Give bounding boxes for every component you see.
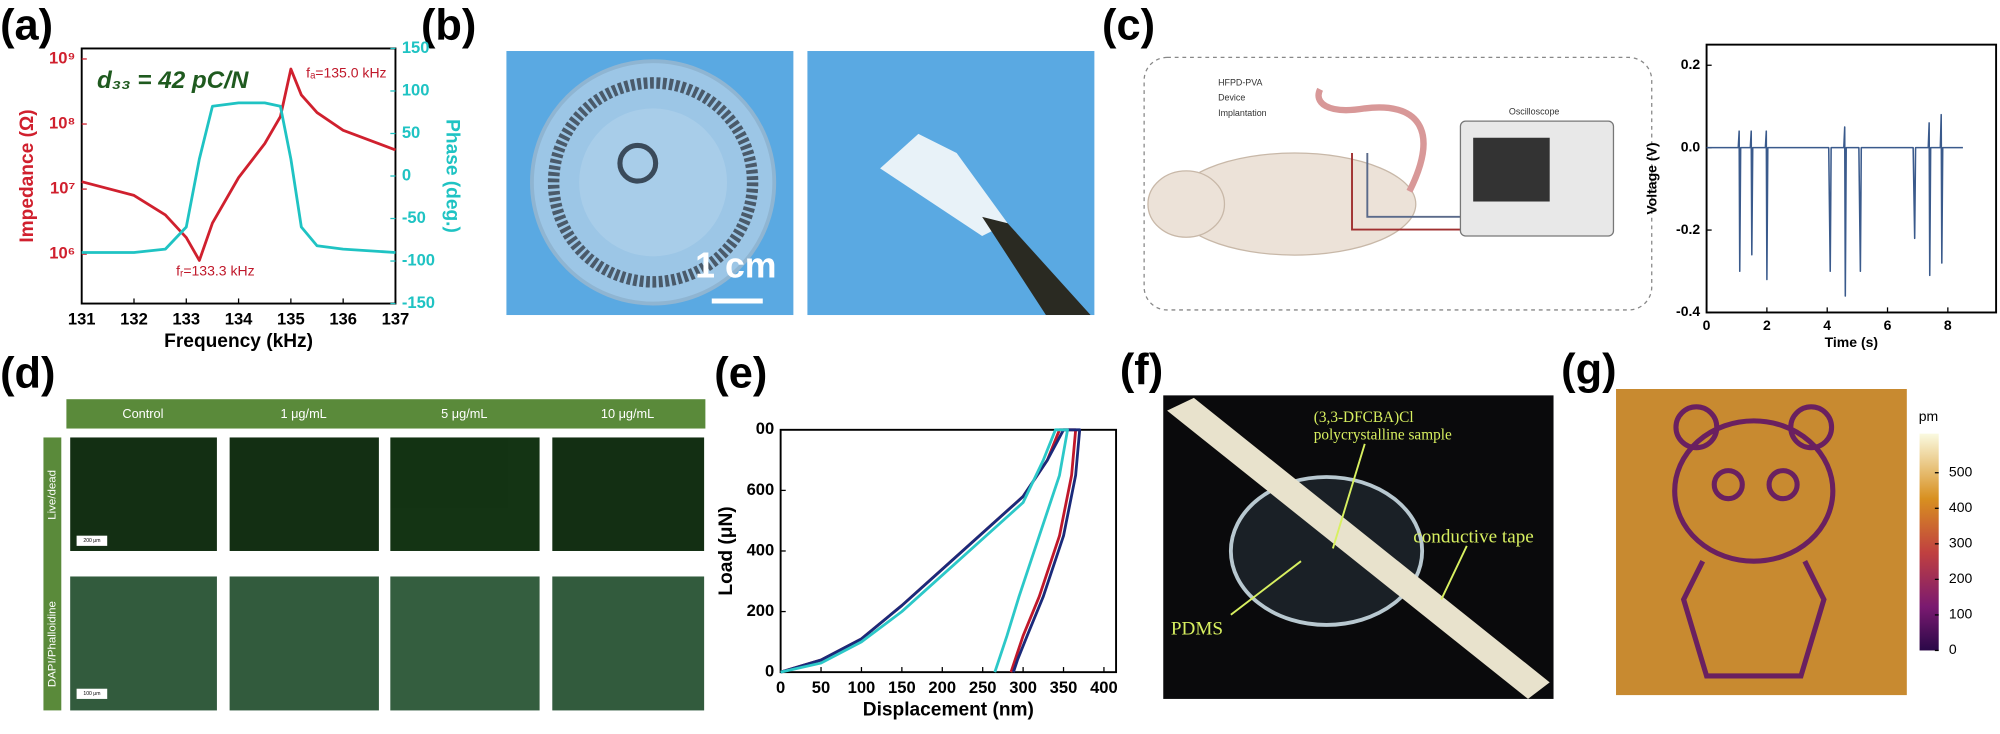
diagram-label: Device <box>1218 93 1245 103</box>
diagram: HFPD-PVA Device Implantation Oscilloscop… <box>1143 56 1653 311</box>
x-tick-label: 6 <box>1884 317 1892 333</box>
photo-label: PDMS <box>1171 618 1223 639</box>
colorbar-tick-label: 300 <box>1949 535 1973 551</box>
y-tick-label: -0.4 <box>1676 303 1700 319</box>
series-line <box>81 101 396 254</box>
y-axis-label: Impedance (Ω) <box>17 109 38 242</box>
plot-frame <box>779 428 1118 674</box>
y2-tick-label: 50 <box>402 123 420 142</box>
panel-label: (c) <box>1102 2 1155 50</box>
y-tick-label: 10⁸ <box>49 113 75 132</box>
x-tick-label: 300 <box>1009 678 1037 697</box>
colorbar-tick-label: 400 <box>1949 499 1973 515</box>
x-axis-label: Displacement (nm) <box>863 699 1034 720</box>
y-tick-label: 10⁷ <box>50 178 75 197</box>
annotation: fₐ=135.0 kHz <box>306 65 386 81</box>
photo-label: conductive tape <box>1413 527 1534 548</box>
x-tick-label: 131 <box>68 310 96 329</box>
x-tick-label: 4 <box>1823 317 1831 333</box>
afm-image: pm <box>1616 389 1939 696</box>
y-tick-label: -0.2 <box>1676 221 1700 237</box>
x-tick-label: 0 <box>776 678 785 697</box>
y2-tick-label: -100 <box>402 250 435 269</box>
panel-label: (e) <box>714 350 767 398</box>
row-label: Live/dead <box>46 470 58 520</box>
colorbar-tick-label: 200 <box>1949 570 1973 586</box>
y-tick-label: 0.0 <box>1681 138 1701 154</box>
x-tick-label: 135 <box>277 310 305 329</box>
scale-bar-label: 100 μm <box>83 691 100 697</box>
colorbar <box>1919 433 1939 651</box>
photo: (3,3-DFCBA)Cl polycrystalline sample con… <box>1163 395 1554 699</box>
x-tick-label: 0 <box>1703 317 1711 333</box>
diagram-label: Oscilloscope <box>1509 107 1560 117</box>
y2-axis-label: Phase (deg.) <box>442 119 463 233</box>
y-axis-label: Load (μN) <box>716 506 737 595</box>
y2-tick-label: 100 <box>402 80 430 99</box>
x-axis-label: Time (s) <box>1825 334 1878 350</box>
colorbar-tick-label: 500 <box>1949 463 1973 479</box>
panel-label: (b) <box>421 2 476 50</box>
diagram-label: Implantation <box>1218 108 1267 118</box>
series-line <box>780 428 1078 674</box>
x-axis-label: Frequency (kHz) <box>164 331 313 352</box>
x-tick-label: 8 <box>1944 317 1952 333</box>
x-tick-label: 250 <box>969 678 997 697</box>
y-tick-label: 00 <box>756 419 774 438</box>
x-tick-label: 136 <box>329 310 357 329</box>
y-tick-label: 200 <box>747 601 775 620</box>
photo-label: (3,3-DFCBA)Cl <box>1314 409 1414 426</box>
series-line <box>780 428 1069 674</box>
x-tick-label: 350 <box>1050 678 1078 697</box>
photo: 1 cm <box>506 51 1095 316</box>
x-tick-label: 2 <box>1763 317 1771 333</box>
row-label: DAPI/Phalloidine <box>46 601 58 687</box>
y-axis-label: Voltage (V) <box>1644 142 1660 214</box>
image-grid: Control 1 μg/mL 5 μg/mL 10 μg/mL Live/de… <box>43 399 706 711</box>
x-tick-label: 400 <box>1090 678 1118 697</box>
x-tick-label: 137 <box>382 310 410 329</box>
x-tick-label: 100 <box>848 678 876 697</box>
y-tick-label: 0.2 <box>1681 56 1701 72</box>
series-line <box>81 67 396 262</box>
panel-label: (g) <box>1561 346 1616 394</box>
column-label: Control <box>122 406 163 421</box>
series-line <box>1706 113 1963 297</box>
panel-label: (d) <box>0 350 55 398</box>
y2-tick-label: -150 <box>402 293 435 312</box>
scale-bar-label: 200 μm <box>83 538 100 544</box>
colorbar-label: pm <box>1919 408 1938 424</box>
x-tick-label: 150 <box>888 678 916 697</box>
y2-tick-label: -50 <box>402 208 426 227</box>
column-label: 5 μg/mL <box>441 406 487 421</box>
y-tick-label: 10⁶ <box>49 244 75 263</box>
photo-label: polycrystalline sample <box>1314 427 1452 444</box>
annotation: fᵣ=133.3 kHz <box>176 262 255 278</box>
colorbar-tick-label: 100 <box>1949 606 1973 622</box>
y-tick-label: 10⁹ <box>49 48 75 67</box>
x-tick-label: 50 <box>812 678 830 697</box>
column-label: 10 μg/mL <box>601 406 654 421</box>
plot-frame <box>1705 43 1998 314</box>
y-tick-label: 600 <box>747 480 775 499</box>
series-line <box>780 428 1082 674</box>
diagram-label: HFPD-PVA <box>1218 77 1262 87</box>
y-tick-label: 400 <box>747 540 775 559</box>
panel-label: (a) <box>0 2 53 50</box>
y-tick-label: 0 <box>765 662 774 681</box>
x-tick-label: 200 <box>928 678 956 697</box>
y2-tick-label: 0 <box>402 165 411 184</box>
colorbar-tick-label: 0 <box>1949 641 1957 657</box>
x-tick-label: 133 <box>172 310 200 329</box>
column-label: 1 μg/mL <box>280 406 326 421</box>
panel-label: (f) <box>1120 346 1163 394</box>
y2-tick-label: 150 <box>402 38 430 57</box>
scale-bar-label: 1 cm <box>695 245 776 285</box>
x-tick-label: 134 <box>225 310 253 329</box>
annotation: d₃₃ = 42 pC/N <box>97 67 249 94</box>
x-tick-label: 132 <box>120 310 148 329</box>
